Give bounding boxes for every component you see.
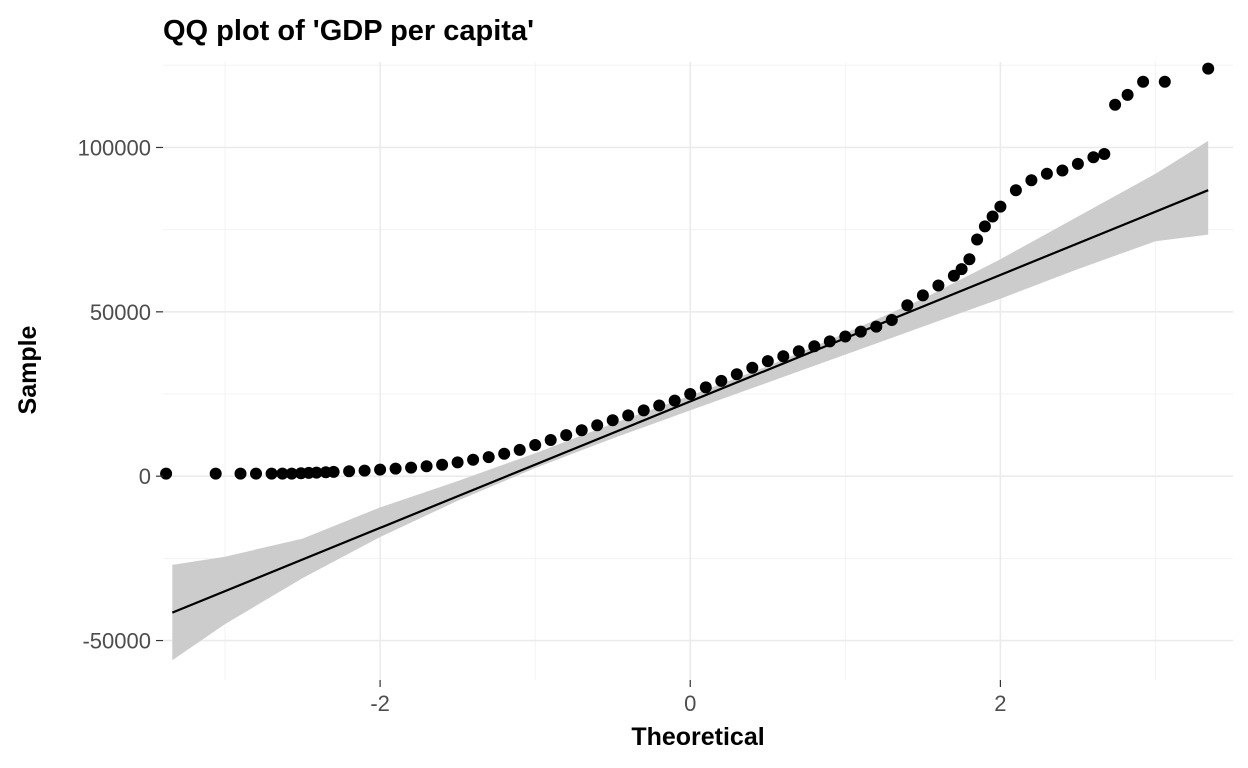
sample-point <box>327 465 340 478</box>
y-tick-label: 0 <box>139 464 151 489</box>
sample-point <box>451 456 464 469</box>
grid <box>163 62 1233 680</box>
x-axis-title: Theoretical <box>631 723 764 751</box>
sample-point <box>746 361 759 374</box>
sample-point <box>389 462 402 475</box>
sample-point <box>963 253 976 266</box>
sample-point <box>276 467 289 480</box>
x-tick-label: 2 <box>994 691 1006 716</box>
sample-point <box>1009 184 1022 197</box>
sample-point <box>978 220 991 233</box>
sample-point <box>209 467 222 480</box>
sample-point <box>420 460 433 473</box>
sample-point <box>1040 167 1053 180</box>
sample-point <box>653 399 666 412</box>
sample-point <box>1158 75 1171 88</box>
sample-point <box>730 368 743 381</box>
sample-point <box>1109 98 1122 111</box>
sample-point <box>1202 62 1215 75</box>
sample-point <box>405 461 418 474</box>
sample-point <box>544 434 557 446</box>
sample-point <box>932 279 945 292</box>
sample-point <box>1137 75 1150 88</box>
sample-point <box>986 210 999 223</box>
y-tick-label: 50000 <box>90 300 151 325</box>
x-tick-label: 0 <box>684 691 696 716</box>
sample-point <box>854 325 867 338</box>
sample-point <box>591 419 604 432</box>
sample-point <box>529 439 542 451</box>
sample-point <box>1071 157 1084 170</box>
sample-point <box>622 409 635 422</box>
sample-point <box>885 314 898 326</box>
sample-point <box>606 414 619 427</box>
sample-point <box>575 424 588 437</box>
sample-point <box>285 467 298 480</box>
y-axis: -50000 0 50000 100000 <box>78 135 163 654</box>
y-axis-title: Sample <box>14 325 42 414</box>
sample-point <box>436 458 449 471</box>
x-axis: -2 0 2 <box>370 680 1007 716</box>
sample-point <box>839 330 852 343</box>
sample-point <box>971 233 984 246</box>
sample-point <box>823 335 836 348</box>
sample-point <box>684 388 697 400</box>
sample-point <box>265 467 278 480</box>
sample-point <box>699 381 712 394</box>
sample-point <box>668 394 681 407</box>
sample-point <box>715 374 728 387</box>
chart-title: QQ plot of 'GDP per capita' <box>163 15 534 47</box>
sample-point <box>513 443 526 456</box>
plot-panel <box>160 62 1233 680</box>
sample-point <box>916 289 929 302</box>
sample-point <box>1121 88 1134 101</box>
sample-point <box>467 453 480 466</box>
x-tick-label: -2 <box>370 691 390 716</box>
sample-point <box>560 429 573 442</box>
sample-point <box>870 320 883 333</box>
sample-point <box>901 299 914 312</box>
sample-point <box>994 200 1007 213</box>
sample-point <box>955 263 968 276</box>
reference-line-layer <box>171 189 1209 614</box>
sample-point <box>808 340 821 353</box>
y-tick-label: 100000 <box>78 135 151 160</box>
sample-point <box>358 464 371 477</box>
sample-point <box>234 467 247 480</box>
y-tick-label: -50000 <box>82 629 151 654</box>
sample-point <box>1087 151 1100 164</box>
sample-point <box>343 465 356 478</box>
sample-point <box>310 466 323 479</box>
sample-point <box>482 451 495 464</box>
sample-point <box>792 345 805 358</box>
sample-point <box>1025 174 1038 187</box>
sample-point <box>761 355 774 368</box>
sample-point <box>374 463 387 476</box>
sample-points <box>160 62 1215 480</box>
sample-point <box>777 350 790 363</box>
sample-point <box>250 467 262 480</box>
sample-point <box>498 447 511 460</box>
sample-point <box>160 467 173 480</box>
reference-line <box>171 189 1209 614</box>
sample-point <box>1056 164 1069 177</box>
sample-point <box>637 404 650 417</box>
sample-point <box>1098 148 1111 160</box>
